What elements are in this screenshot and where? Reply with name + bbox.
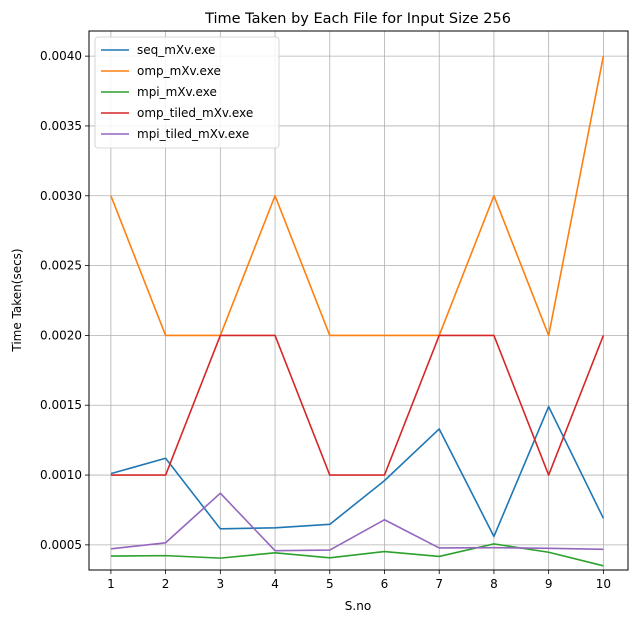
series-line-1 bbox=[110, 405, 605, 538]
y-tick-label: 0.0035 bbox=[40, 119, 82, 133]
chart-title: Time Taken by Each File for Input Size 2… bbox=[204, 11, 511, 27]
plot-frame bbox=[88, 30, 629, 571]
y-tick-label: 0.0030 bbox=[40, 189, 82, 203]
x-axis-label: S.no bbox=[345, 599, 371, 613]
y-axis-ticks: 0.0005 0.0010 0.0015 0.0020 0.0025 0.0030 0.00… bbox=[40, 49, 89, 552]
legend-label: mpi_tiled_mXv.exe bbox=[137, 127, 249, 141]
x-tick-label: 5 bbox=[326, 577, 334, 591]
y-tick-label: 0.0015 bbox=[40, 398, 82, 412]
x-tick-label: 8 bbox=[490, 577, 498, 591]
legend-box bbox=[94, 36, 280, 149]
x-tick-label: 2 bbox=[162, 577, 170, 591]
legend-label: seq_mXv.exe bbox=[137, 43, 215, 57]
x-tick-label: 4 bbox=[271, 577, 279, 591]
legend-label: mpi_mXv.exe bbox=[137, 85, 217, 99]
x-tick-label: 7 bbox=[435, 577, 443, 591]
legend: seq_mXv.exe omp_mXv.exe mpi_mXv.exe omp_til… bbox=[94, 36, 280, 149]
y-tick-label: 0.0020 bbox=[40, 328, 82, 342]
legend-label: omp_mXv.exe bbox=[137, 64, 221, 78]
y-tick-label: 0.0025 bbox=[40, 259, 82, 273]
y-tick-label: 0.0005 bbox=[40, 538, 82, 552]
x-tick-label: 10 bbox=[596, 577, 611, 591]
y-tick-label: 0.0040 bbox=[40, 49, 82, 63]
x-tick-label: 6 bbox=[381, 577, 389, 591]
series-line-2 bbox=[110, 55, 605, 337]
series-lines bbox=[110, 55, 605, 567]
legend-label: omp_tiled_mXv.exe bbox=[137, 106, 253, 120]
y-axis-label: Time Taken(secs) bbox=[10, 248, 24, 352]
x-tick-label: 9 bbox=[545, 577, 553, 591]
y-tick-label: 0.0010 bbox=[40, 468, 82, 482]
series-line-5 bbox=[110, 492, 604, 552]
x-tick-label: 3 bbox=[217, 577, 225, 591]
series-line-4 bbox=[110, 334, 605, 476]
x-axis-ticks: 1 2 3 4 5 6 7 8 9 10 bbox=[107, 570, 611, 591]
x-tick-label: 1 bbox=[107, 577, 115, 591]
